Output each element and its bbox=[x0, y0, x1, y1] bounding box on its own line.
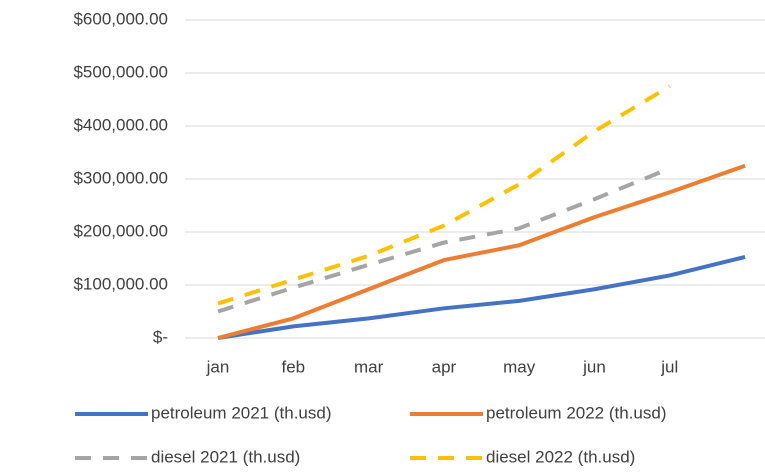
series-line bbox=[217, 163, 746, 340]
legend-label: petroleum 2021 (th.usd) bbox=[151, 403, 332, 422]
series-line bbox=[217, 166, 671, 314]
y-tick-label: $400,000.00 bbox=[73, 115, 168, 134]
y-tick-label: $200,000.00 bbox=[73, 221, 168, 240]
y-tick-label: $600,000.00 bbox=[73, 9, 168, 28]
series-line bbox=[217, 254, 746, 340]
x-tick-label: mar bbox=[354, 357, 384, 376]
y-tick-label: $500,000.00 bbox=[73, 62, 168, 81]
y-tick-label: $100,000.00 bbox=[73, 274, 168, 293]
x-tick-label: feb bbox=[281, 357, 305, 376]
x-tick-label: jan bbox=[206, 357, 230, 376]
legend-label: diesel 2022 (th.usd) bbox=[486, 447, 635, 466]
x-tick-label: may bbox=[503, 357, 536, 376]
x-tick-label: jun bbox=[582, 357, 606, 376]
legend-label: petroleum 2022 (th.usd) bbox=[486, 403, 667, 422]
y-tick-label: $300,000.00 bbox=[73, 168, 168, 187]
legend-label: diesel 2021 (th.usd) bbox=[151, 447, 300, 466]
series-line bbox=[217, 84, 671, 306]
y-tick-label: $- bbox=[153, 327, 168, 346]
x-tick-label: apr bbox=[432, 357, 457, 376]
x-tick-label: jul bbox=[660, 357, 678, 376]
